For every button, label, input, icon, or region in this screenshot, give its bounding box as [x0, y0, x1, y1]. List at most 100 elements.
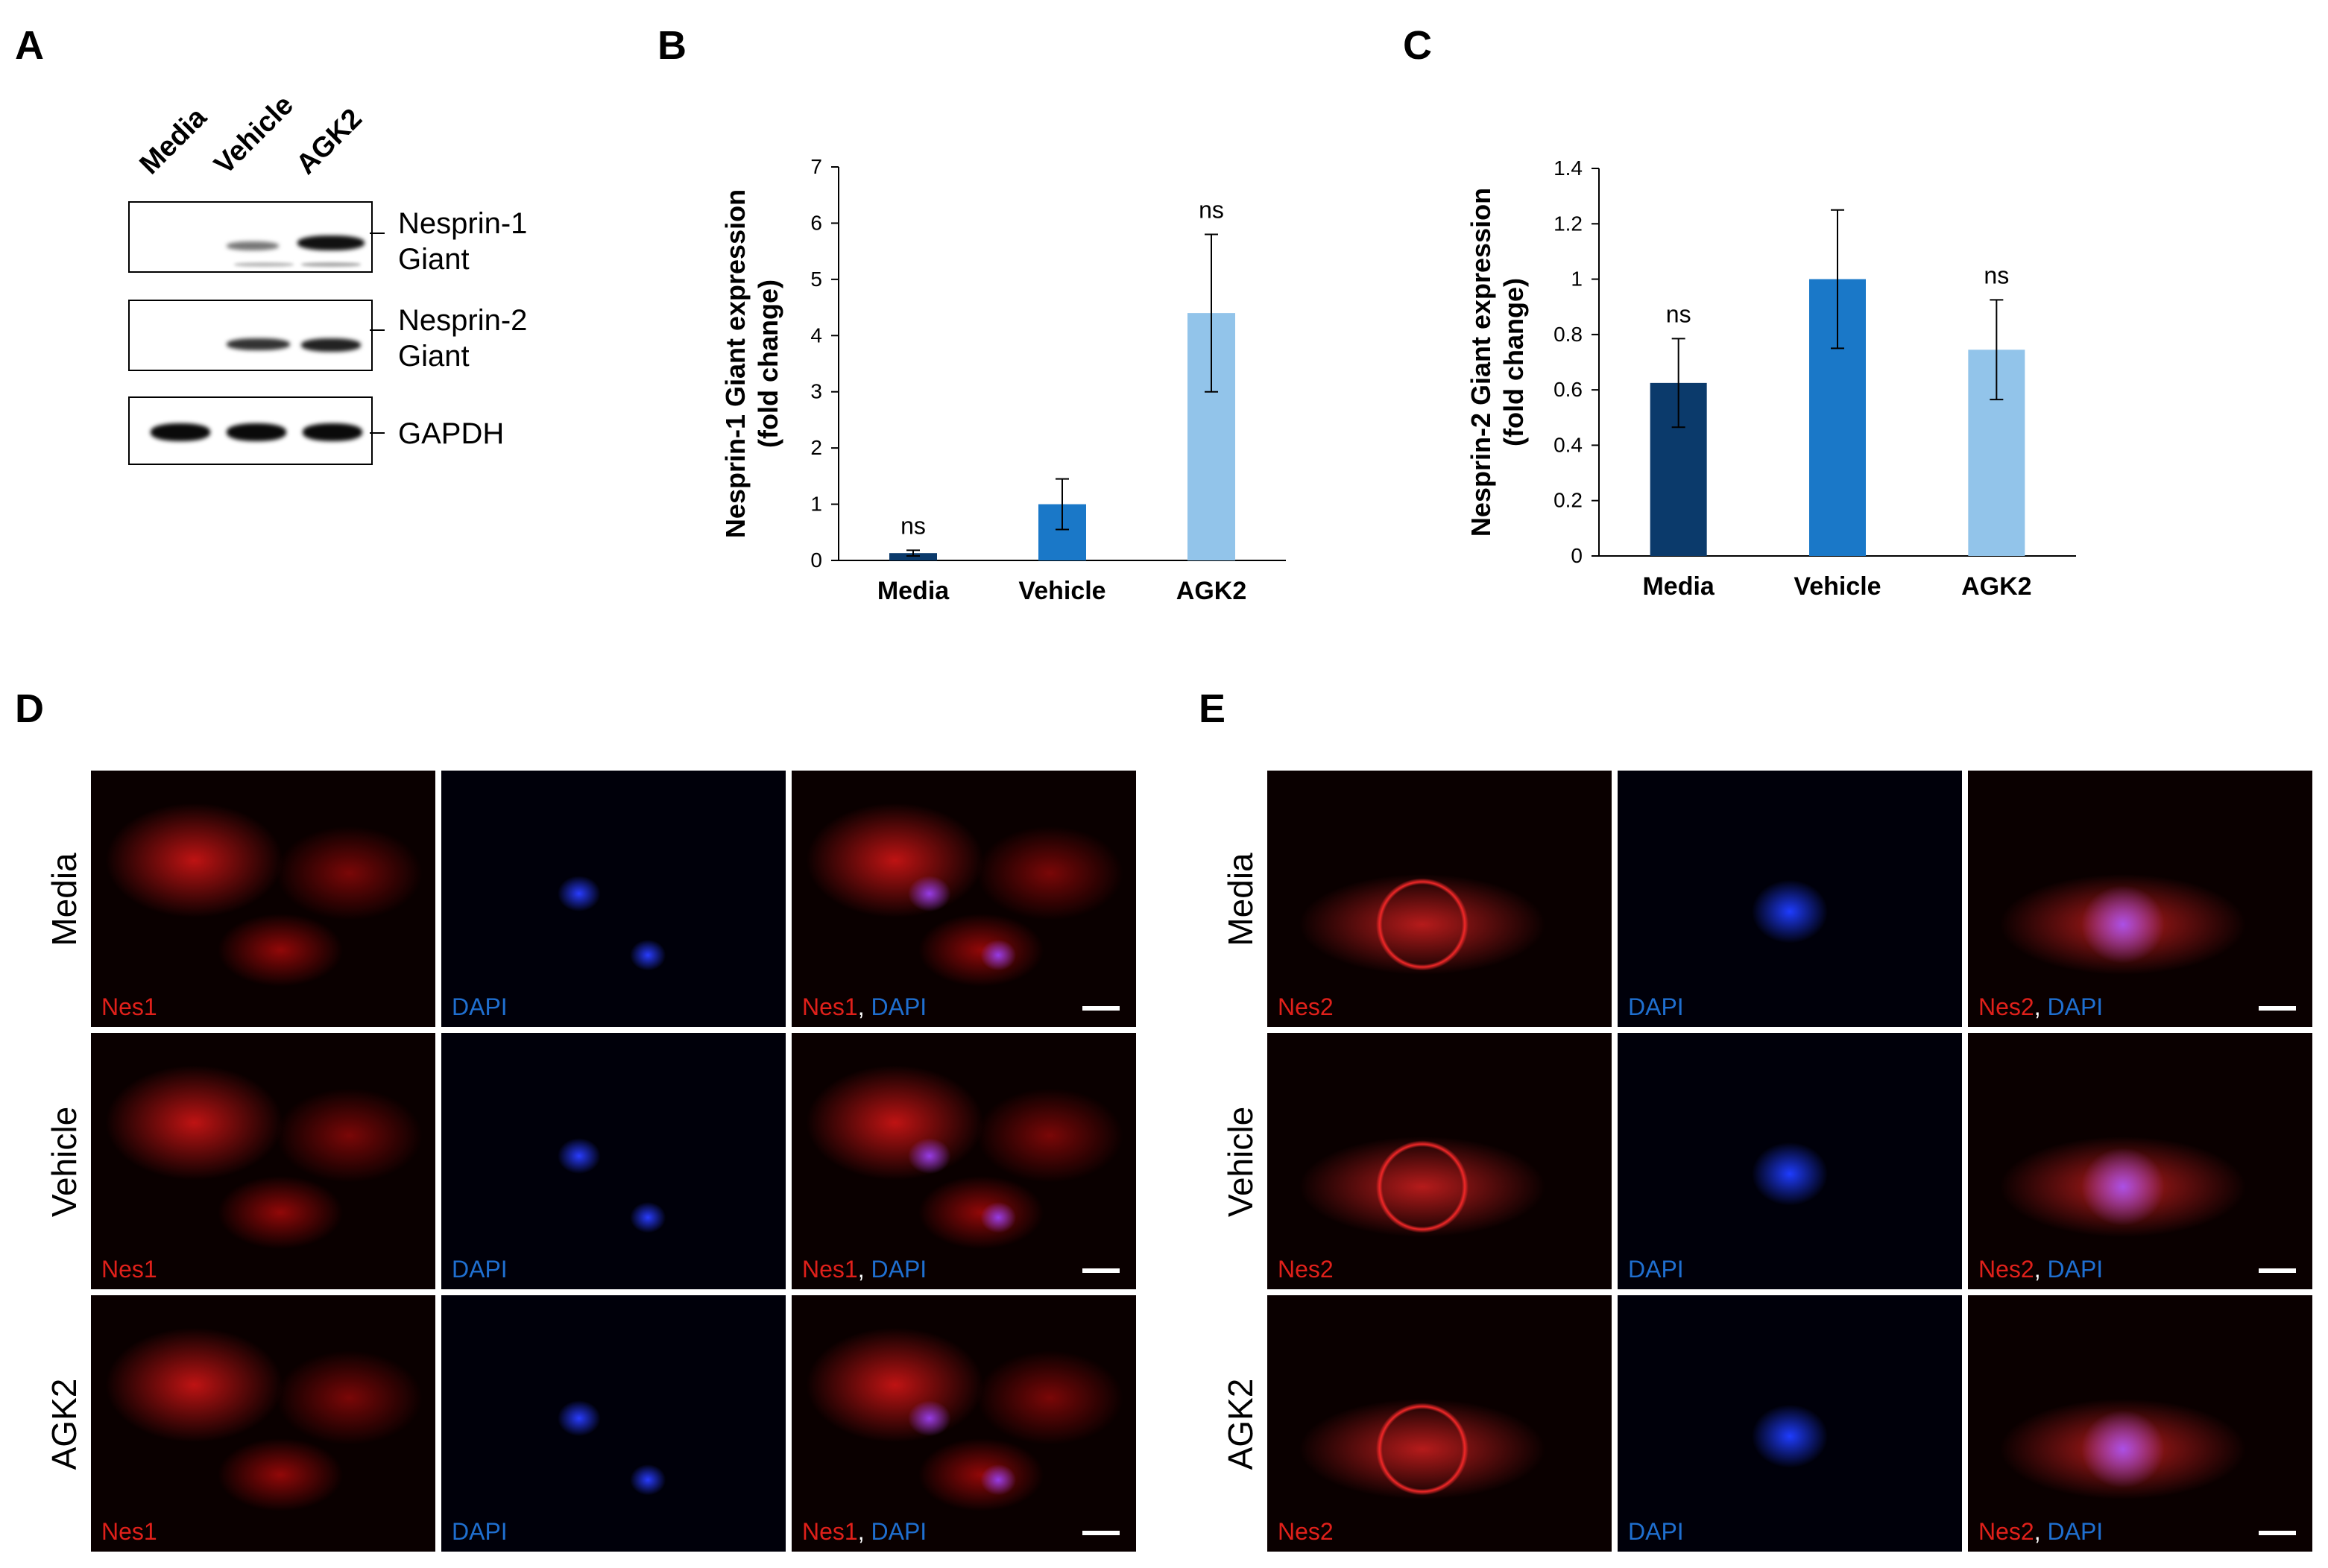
y-tick-label: 0.8 [1553, 323, 1583, 346]
significance-label: ns [1199, 197, 1224, 224]
channel-label: Nes1 [101, 993, 157, 1021]
y-tick-label: 1 [1571, 268, 1583, 291]
y-tick-label: 4 [810, 323, 822, 347]
channel-label-red: Nes2 [1278, 1256, 1334, 1283]
channel-label: DAPI [452, 1256, 508, 1283]
y-tick-label: 0 [810, 549, 822, 572]
nes1-micrograph-merge-media: Nes1, DAPI [792, 771, 1136, 1027]
y-axis-label-line2: (fold change) [1498, 278, 1529, 446]
channel-label-red: Nes1 [802, 993, 858, 1020]
blot-label-nesprin2: Nesprin-2 Giant [398, 304, 528, 373]
channel-label-dapi: DAPI [1628, 1518, 1684, 1545]
panel-letter-a: A [15, 23, 44, 68]
y-tick-label: 0.6 [1553, 378, 1583, 401]
row-label-vehicle: Vehicle [45, 1106, 83, 1218]
y-tick-label: 1.4 [1553, 157, 1583, 180]
channel-label-separator: , [2034, 1256, 2048, 1283]
channel-label: Nes2, DAPI [1978, 1518, 2103, 1546]
channel-label: Nes1, DAPI [802, 1518, 927, 1546]
channel-label: DAPI [1628, 1518, 1684, 1546]
channel-label-red: Nes2 [1978, 1256, 2034, 1283]
bar-media [889, 553, 937, 560]
nes2-micrograph-red-agk2: Nes2 [1267, 1295, 1612, 1552]
channel-label-dapi: DAPI [452, 1518, 508, 1545]
y-tick-label: 0.2 [1553, 489, 1583, 512]
panel-letter-d: D [15, 686, 44, 731]
scale-bar [2259, 1531, 2296, 1535]
channel-label-red: Nes1 [802, 1256, 858, 1283]
row-label-vehicle: Vehicle [1221, 1106, 1260, 1218]
scale-bar [2259, 1268, 2296, 1273]
x-tick-label: Vehicle [1794, 572, 1881, 601]
y-axis-label-line1: Nesprin-2 Giant expression [1466, 188, 1496, 537]
nes1-micrograph-merge-vehicle: Nes1, DAPI [792, 1033, 1136, 1289]
channel-label: Nes2, DAPI [1978, 993, 2103, 1021]
significance-label: ns [900, 512, 926, 539]
nes2-micrograph-merge-agk2: Nes2, DAPI [1968, 1295, 2312, 1552]
channel-label-separator: , [857, 1256, 871, 1283]
channel-label: Nes2, DAPI [1978, 1256, 2103, 1283]
nes2-micrograph-merge-vehicle: Nes2, DAPI [1968, 1033, 2312, 1289]
x-tick-label: AGK2 [1961, 572, 2031, 601]
panel-letter-b: B [657, 23, 687, 68]
channel-label-red: Nes1 [101, 1518, 157, 1545]
x-tick-label: Media [877, 577, 950, 605]
channel-label: Nes1, DAPI [802, 1256, 927, 1283]
channel-label: DAPI [1628, 993, 1684, 1021]
nes1-micrograph-dapi-media: DAPI [441, 771, 786, 1027]
y-axis-label-line1: Nesprin-1 Giant expression [720, 189, 751, 538]
blot-strip-nesprin2 [128, 300, 373, 371]
x-tick-label: Media [1642, 572, 1715, 601]
channel-label: Nes2 [1278, 993, 1334, 1021]
panel-letter-e: E [1199, 686, 1226, 731]
blot-column-vehicle: Vehicle [208, 89, 300, 181]
significance-label: ns [1666, 300, 1691, 327]
channel-label-red: Nes2 [1978, 1518, 2034, 1545]
row-label-agk2: AGK2 [1221, 1378, 1260, 1470]
channel-label: Nes1 [101, 1256, 157, 1283]
nes1-micrograph-red-agk2: Nes1 [91, 1295, 435, 1552]
x-tick-label: Vehicle [1018, 577, 1105, 605]
blot-strip-gapdh [128, 396, 373, 465]
channel-label-dapi: DAPI [452, 993, 508, 1020]
channel-label-dapi: DAPI [871, 1518, 927, 1545]
channel-label-dapi: DAPI [2047, 993, 2104, 1020]
channel-label-dapi: DAPI [2047, 1256, 2104, 1283]
blot-label-nesprin1: Nesprin-1 Giant [398, 207, 528, 276]
nes2-micrograph-red-media: Nes2 [1267, 771, 1612, 1027]
scale-bar [2259, 1006, 2296, 1011]
channel-label: Nes1 [101, 1518, 157, 1546]
blot-column-media: Media [133, 101, 213, 181]
channel-label-separator: , [2034, 993, 2048, 1020]
blot-label-gapdh: GAPDH [398, 417, 505, 450]
channel-label: Nes2 [1278, 1518, 1334, 1546]
channel-label-dapi: DAPI [871, 993, 927, 1020]
y-tick-label: 3 [810, 380, 822, 403]
panel-letter-c: C [1403, 23, 1432, 68]
channel-label: Nes1, DAPI [802, 993, 927, 1021]
channel-label-dapi: DAPI [1628, 993, 1684, 1020]
blot-strip-nesprin1 [128, 201, 373, 273]
channel-label: DAPI [1628, 1256, 1684, 1283]
y-tick-label: 1.2 [1553, 212, 1583, 235]
y-tick-label: 2 [810, 436, 822, 459]
channel-label-dapi: DAPI [871, 1256, 927, 1283]
y-tick-label: 0.4 [1553, 433, 1583, 456]
nes1-micrograph-red-vehicle: Nes1 [91, 1033, 435, 1289]
channel-label-dapi: DAPI [2047, 1518, 2104, 1545]
channel-label-separator: , [2034, 1518, 2048, 1545]
channel-label-red: Nes2 [1278, 1518, 1334, 1545]
y-tick-label: 5 [810, 268, 822, 291]
row-label-media: Media [45, 853, 83, 946]
y-axis-label: Nesprin-1 Giant expression (fold change) [720, 189, 783, 538]
nes2-micrograph-red-vehicle: Nes2 [1267, 1033, 1612, 1289]
y-tick-label: 1 [810, 493, 822, 516]
channel-label: DAPI [452, 1518, 508, 1546]
row-label-agk2: AGK2 [45, 1378, 83, 1470]
scale-bar [1082, 1006, 1120, 1011]
y-tick-label: 6 [810, 211, 822, 234]
nes2-micrograph-merge-media: Nes2, DAPI [1968, 771, 2312, 1027]
nes2-micrograph-dapi-agk2: DAPI [1618, 1295, 1962, 1552]
y-tick-label: 0 [1571, 544, 1583, 567]
channel-label-separator: , [857, 1518, 871, 1545]
